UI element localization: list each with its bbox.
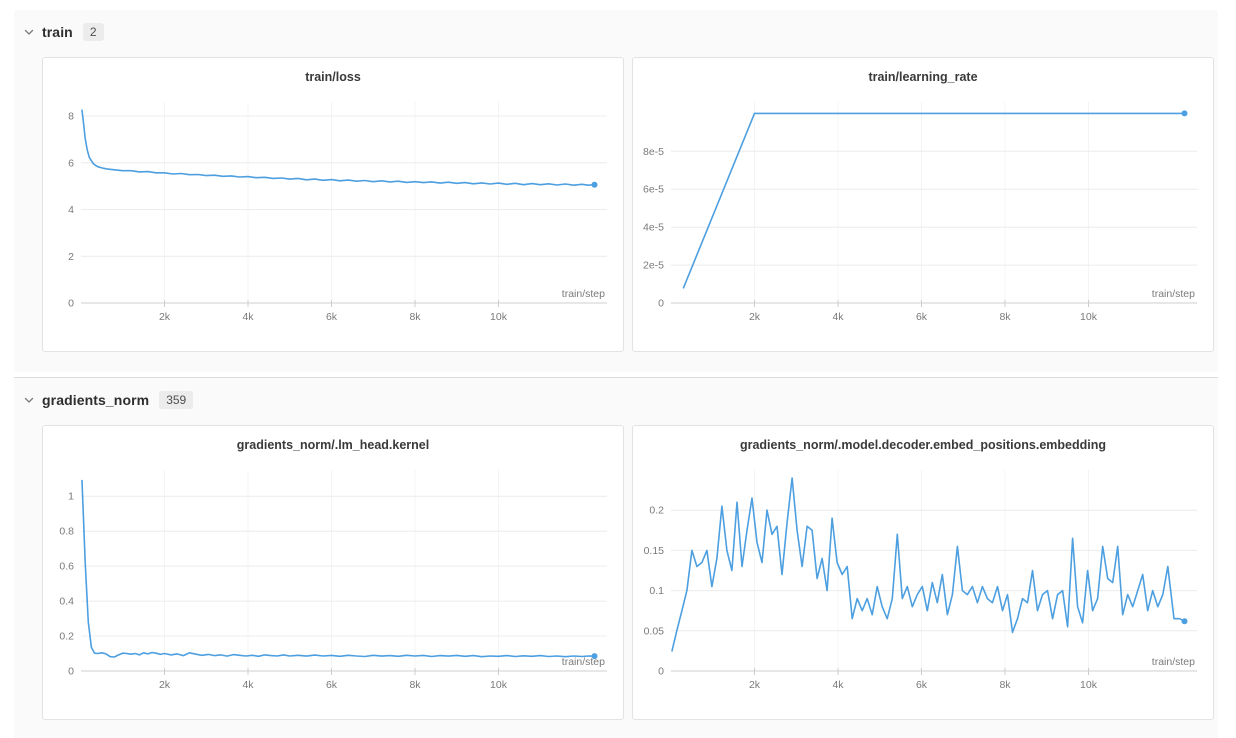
svg-text:train/step: train/step: [562, 288, 605, 300]
svg-text:8e-5: 8e-5: [643, 146, 664, 158]
svg-text:train/step: train/step: [562, 656, 605, 668]
svg-text:6e-5: 6e-5: [643, 184, 664, 196]
svg-text:0.2: 0.2: [649, 505, 664, 517]
svg-text:6k: 6k: [326, 311, 338, 323]
section-title[interactable]: gradients_norm: [42, 392, 150, 408]
svg-text:4k: 4k: [832, 311, 844, 323]
svg-text:4e-5: 4e-5: [643, 222, 664, 234]
chart-panel-embed-positions[interactable]: gradients_norm/.model.decoder.embed_posi…: [632, 425, 1214, 720]
svg-text:0: 0: [658, 298, 664, 310]
chart-title: train/learning_rate: [868, 70, 978, 84]
svg-text:10k: 10k: [490, 311, 508, 323]
svg-text:4k: 4k: [242, 679, 254, 691]
chart-panel-train-learning-rate[interactable]: train/learning_rate 2k 4k 6k 8k 10k 0 2e-5 4e-5…: [632, 57, 1214, 352]
svg-text:10k: 10k: [490, 679, 508, 691]
line-chart-train-learning-rate[interactable]: 2k 4k 6k 8k 10k 0 2e-5 4e-5 6e-5 8e-5 train/step: [633, 90, 1213, 343]
svg-text:0: 0: [68, 298, 74, 310]
svg-text:8k: 8k: [999, 679, 1011, 691]
section-train: train 2 train/loss 2k 4k 6k 8k 10k 0 2 4 6 8 train…: [14, 10, 1218, 372]
line-chart-train-loss[interactable]: 2k 4k 6k 8k 10k 0 2 4 6 8 train/step: [43, 90, 623, 343]
svg-text:0.4: 0.4: [59, 596, 74, 608]
svg-text:train/step: train/step: [1152, 656, 1195, 668]
panel-grid-row: train/loss 2k 4k 6k 8k 10k 0 2 4 6 8 train/step tr…: [42, 57, 1214, 352]
svg-text:8k: 8k: [999, 311, 1011, 323]
svg-text:8k: 8k: [409, 311, 421, 323]
panel-grid-row: gradients_norm/.lm_head.kernel 2k 4k 6k 8k 1…: [42, 425, 1214, 720]
svg-text:8: 8: [68, 111, 74, 123]
chevron-down-icon[interactable]: [23, 26, 35, 38]
metrics-workspace: train 2 train/loss 2k 4k 6k 8k 10k 0 2 4 6 8 train…: [14, 10, 1236, 738]
svg-text:0.6: 0.6: [59, 561, 74, 573]
chart-title: gradients_norm/.model.decoder.embed_posi…: [739, 438, 1107, 452]
line-chart-lm-head-kernel[interactable]: 2k 4k 6k 8k 10k 0 0.2 0.4 0.6 0.8 1 train/step: [43, 458, 623, 711]
svg-text:6: 6: [68, 157, 74, 169]
panel-count-badge: 359: [159, 391, 194, 409]
panel-count-badge: 2: [82, 23, 104, 41]
svg-text:0.05: 0.05: [644, 625, 665, 637]
svg-text:2k: 2k: [749, 679, 761, 691]
svg-text:8k: 8k: [409, 679, 421, 691]
svg-text:6k: 6k: [326, 679, 338, 691]
chart-title: train/loss: [305, 70, 361, 84]
svg-text:1: 1: [68, 491, 74, 503]
chart-panel-train-loss[interactable]: train/loss 2k 4k 6k 8k 10k 0 2 4 6 8 train/step: [42, 57, 624, 352]
chevron-down-icon[interactable]: [23, 394, 35, 406]
svg-text:0: 0: [658, 666, 664, 678]
svg-text:6k: 6k: [916, 311, 928, 323]
line-chart-embed-positions[interactable]: 2k 4k 6k 8k 10k 0 0.05 0.1 0.15 0.2 train/step: [633, 458, 1213, 711]
chart-title: gradients_norm/.lm_head.kernel: [236, 438, 430, 452]
svg-text:0.1: 0.1: [649, 585, 664, 597]
svg-text:2k: 2k: [159, 311, 171, 323]
svg-text:4k: 4k: [242, 311, 254, 323]
svg-text:10k: 10k: [1080, 311, 1098, 323]
svg-text:2e-5: 2e-5: [643, 260, 664, 272]
chart-panel-lm-head-kernel[interactable]: gradients_norm/.lm_head.kernel 2k 4k 6k 8k 1…: [42, 425, 624, 720]
section-train-header[interactable]: train 2: [14, 10, 1218, 44]
section-title[interactable]: train: [42, 24, 73, 40]
svg-text:0.8: 0.8: [59, 526, 74, 538]
svg-text:2: 2: [68, 251, 74, 263]
svg-text:4: 4: [68, 204, 74, 216]
svg-text:2k: 2k: [749, 311, 761, 323]
section-gradients-norm-header[interactable]: gradients_norm 359: [14, 378, 1218, 412]
svg-text:0.2: 0.2: [59, 631, 74, 643]
svg-text:0: 0: [68, 666, 74, 678]
svg-text:2k: 2k: [159, 679, 171, 691]
svg-text:train/step: train/step: [1152, 288, 1195, 300]
svg-text:4k: 4k: [832, 679, 844, 691]
svg-text:0.15: 0.15: [644, 545, 665, 557]
section-gradients-norm: gradients_norm 359 gradients_norm/.lm_he…: [14, 377, 1218, 738]
svg-text:10k: 10k: [1080, 679, 1098, 691]
svg-text:6k: 6k: [916, 679, 928, 691]
